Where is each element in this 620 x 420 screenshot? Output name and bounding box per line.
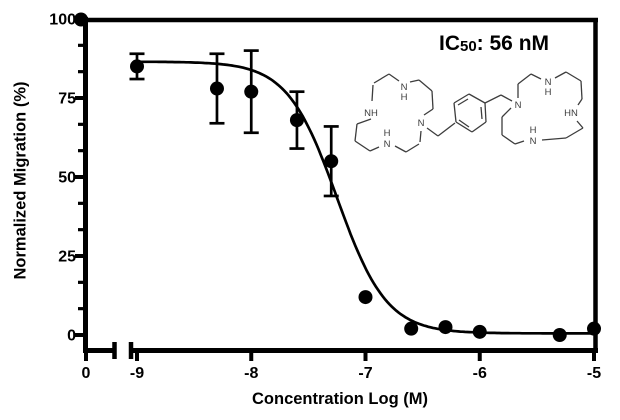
atom-label: N [384, 139, 391, 150]
x-axis-title: Concentration Log (M) [252, 390, 428, 408]
fit-curve [133, 60, 593, 335]
data-point-marker [358, 290, 373, 305]
ic50-subscript: 50 [459, 38, 477, 55]
y-tick-label: 50 [58, 170, 76, 187]
data-point-marker [552, 328, 567, 342]
y-tick-label: 0 [67, 328, 76, 345]
y-axis-title: Normalized Migration (%) [11, 81, 30, 280]
atom-label: H [401, 92, 408, 103]
data-point-marker [472, 324, 487, 339]
y-tick-label: 25 [58, 249, 76, 266]
fit-curve [133, 60, 593, 335]
axes [83, 17, 598, 359]
data-point-marker [324, 154, 339, 169]
atom-label: H [545, 87, 552, 98]
data-point-marker [74, 12, 88, 27]
data-point-marker [404, 321, 419, 336]
atom-label: N [545, 77, 552, 88]
data-point-marker [209, 81, 224, 96]
y-tick-label: 100 [49, 12, 76, 29]
y-tick-label: 75 [58, 91, 76, 108]
atom-label: N [515, 100, 522, 111]
x-tick-label: -6 [473, 365, 487, 382]
atom-label: N [530, 136, 537, 147]
atom-label: N [401, 82, 408, 93]
data-point-marker [587, 321, 601, 336]
data-point-marker [438, 320, 453, 335]
x-tick-label: -5 [587, 365, 601, 382]
data-point-marker [244, 84, 259, 99]
data-points [74, 12, 601, 342]
y-axis-ticks: 0 25 50 75 100 [49, 12, 84, 345]
ic50-annotation: IC50: 56 nM [404, 32, 584, 56]
ic50-value: : 56 nM [476, 32, 550, 55]
data-point-marker [130, 59, 144, 74]
x-axis-ticks: 0 -9 -8 -7 -6 -5 [82, 350, 601, 382]
data-point-marker [289, 113, 304, 128]
atom-label: N [418, 118, 425, 129]
ic50-prefix: IC [438, 32, 460, 55]
x-tick-label: 0 [82, 365, 91, 382]
atom-label: H [384, 128, 391, 139]
x-tick-label: -9 [130, 365, 144, 382]
atom-label: H [530, 125, 537, 136]
x-tick-label: -8 [244, 365, 258, 382]
x-tick-label: -7 [358, 365, 372, 382]
atom-label: NH [364, 108, 378, 119]
atom-label: HN [564, 108, 578, 119]
